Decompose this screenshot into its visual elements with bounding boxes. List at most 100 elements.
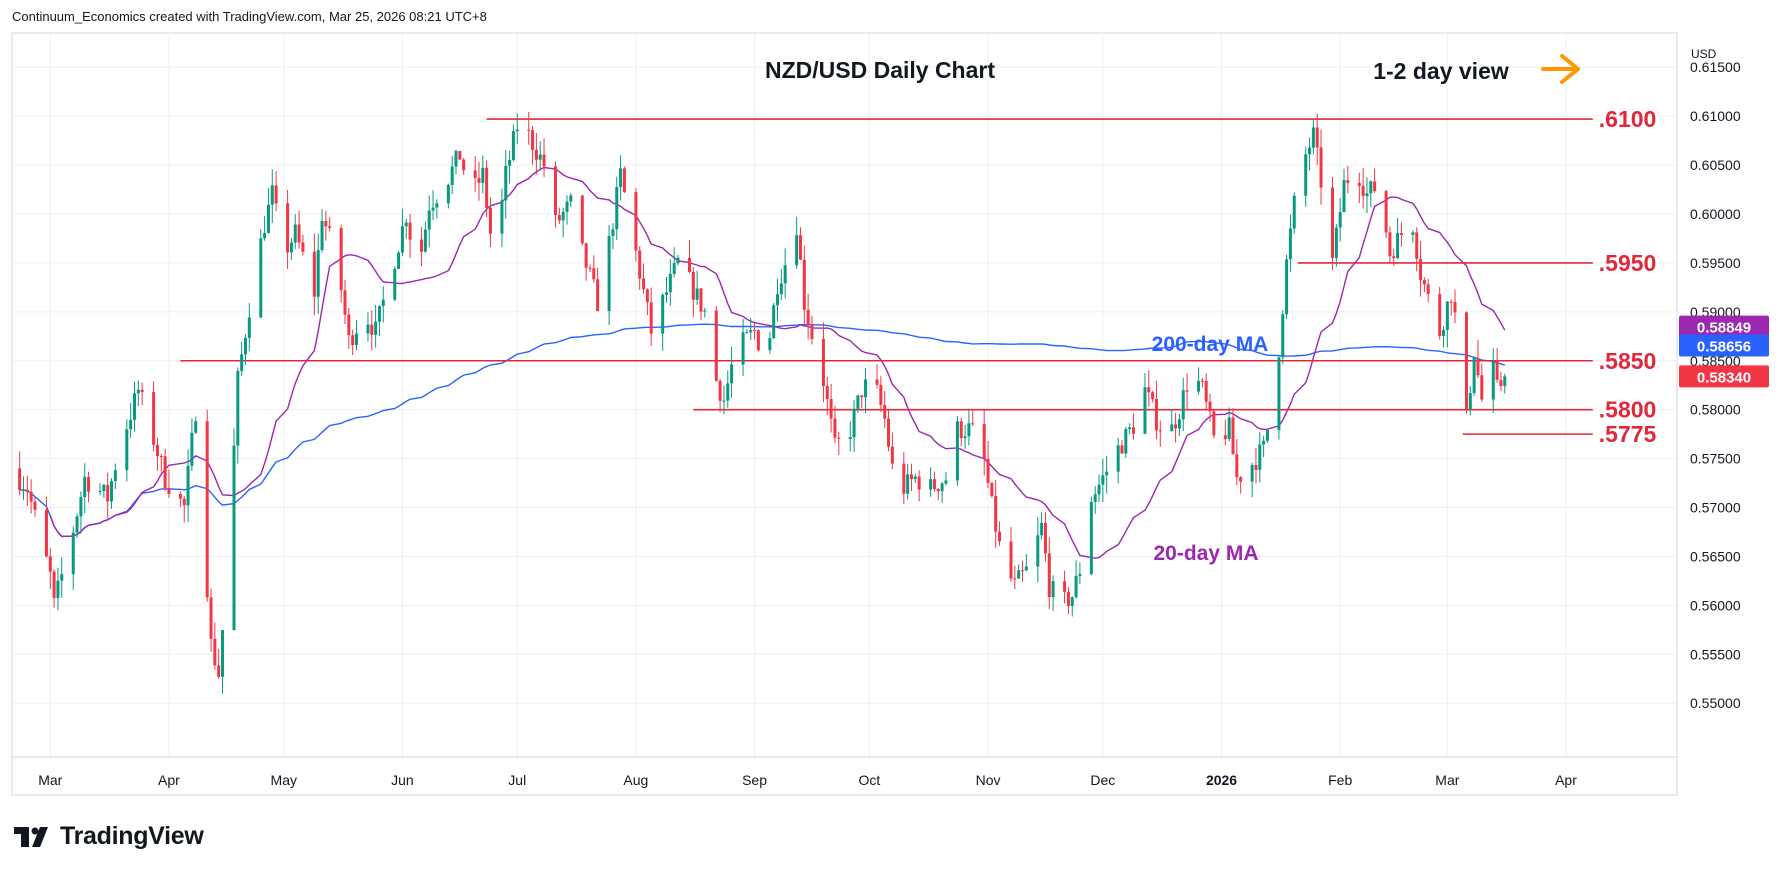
candle-body xyxy=(565,201,569,212)
candle xyxy=(1357,172,1361,204)
candle-body xyxy=(1288,228,1292,260)
candle-body xyxy=(33,501,37,510)
candle-body xyxy=(259,238,263,318)
candle xyxy=(1017,564,1021,579)
candle-body xyxy=(687,257,691,272)
candle xyxy=(1223,419,1227,446)
candle xyxy=(638,246,642,291)
candle xyxy=(404,218,408,239)
candle-body xyxy=(232,445,236,631)
candle-body xyxy=(488,207,492,234)
candle xyxy=(1396,217,1400,260)
candle-body xyxy=(611,229,615,237)
candle-body xyxy=(1097,484,1101,495)
candle-body xyxy=(795,235,799,266)
candle-body xyxy=(247,317,251,338)
candle xyxy=(615,176,619,241)
candle xyxy=(1047,537,1051,610)
candles-layer xyxy=(18,111,1507,694)
candle xyxy=(297,210,301,249)
candle xyxy=(454,149,458,175)
candle xyxy=(768,331,772,354)
candle-body xyxy=(286,203,290,253)
candle xyxy=(52,569,56,608)
candle xyxy=(1319,129,1323,205)
candle-body xyxy=(998,531,1002,542)
candle-body xyxy=(1204,380,1208,402)
candle-body xyxy=(377,305,381,322)
candle-body xyxy=(1227,417,1231,440)
candle xyxy=(1369,180,1373,208)
candle xyxy=(565,195,569,225)
candle xyxy=(1101,458,1105,503)
candle-body xyxy=(936,489,940,492)
candle-body xyxy=(638,250,642,279)
candle xyxy=(990,482,994,498)
candle xyxy=(1491,348,1495,413)
candle-body xyxy=(21,489,25,491)
brand-name: TradingView xyxy=(60,822,204,850)
candle xyxy=(270,169,274,224)
candle xyxy=(481,155,485,194)
candle xyxy=(1503,373,1507,394)
candle xyxy=(351,329,355,356)
tradingview-brand[interactable]: TradingView xyxy=(14,822,204,851)
candle xyxy=(1174,412,1178,443)
candle-body xyxy=(1491,360,1495,400)
candle xyxy=(381,286,385,323)
time-tick-label: Feb xyxy=(1328,772,1352,788)
candle xyxy=(676,254,680,266)
candle-body xyxy=(645,289,649,303)
candle xyxy=(1285,254,1289,319)
candle xyxy=(833,405,837,444)
candle xyxy=(1361,168,1365,209)
candle-body xyxy=(783,265,787,284)
candle-body xyxy=(446,185,450,204)
candle-body xyxy=(1365,193,1369,197)
candle-body xyxy=(504,165,508,201)
candle xyxy=(316,233,320,314)
price-tick-label: 0.61000 xyxy=(1690,108,1741,124)
candle xyxy=(508,150,512,184)
candle-body xyxy=(1346,180,1350,183)
candle-body xyxy=(1262,440,1266,445)
candle xyxy=(458,150,462,160)
candle xyxy=(1177,414,1181,437)
candle xyxy=(795,216,799,270)
candle-body xyxy=(619,168,623,188)
candle-body xyxy=(1415,232,1419,259)
candle xyxy=(1288,214,1292,272)
candle xyxy=(1426,279,1430,303)
time-tick-label: May xyxy=(271,772,297,788)
candle xyxy=(1449,299,1453,316)
candle xyxy=(182,495,186,523)
candle-body xyxy=(182,498,186,506)
candle xyxy=(1231,408,1235,455)
candle xyxy=(557,207,561,224)
candle-body xyxy=(60,574,64,581)
candle xyxy=(374,304,378,348)
candle xyxy=(1338,197,1342,242)
candle xyxy=(504,150,508,219)
candle-body xyxy=(538,154,542,160)
candle-body xyxy=(776,294,780,306)
candle xyxy=(1158,420,1162,447)
candle-body xyxy=(860,395,864,398)
time-axis[interactable]: Mar Apr May Jun Jul Aug Sep Oct Nov Dec 2026 Feb Mar… xyxy=(38,772,1577,788)
candle xyxy=(1009,526,1013,582)
time-tick-label: Sep xyxy=(742,772,767,788)
candle xyxy=(339,224,343,303)
candle-body xyxy=(1495,360,1499,380)
candle xyxy=(741,319,745,376)
candle xyxy=(1495,347,1499,383)
candle-body xyxy=(699,288,703,312)
candle xyxy=(1185,372,1189,411)
candle xyxy=(864,367,868,414)
candle-body xyxy=(1426,284,1430,295)
candle xyxy=(821,322,825,403)
candle-body xyxy=(351,335,355,345)
candle-body xyxy=(343,290,347,315)
candle xyxy=(825,376,829,416)
candle-body xyxy=(821,338,825,387)
